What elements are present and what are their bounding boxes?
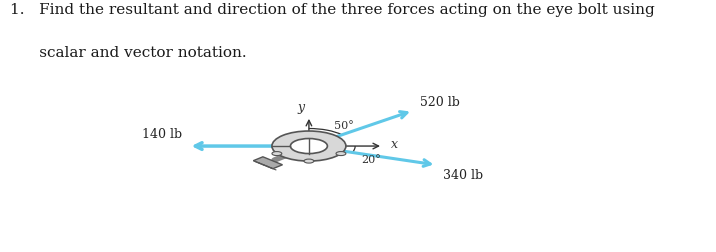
Text: 140 lb: 140 lb — [142, 128, 183, 141]
Polygon shape — [253, 157, 283, 169]
Text: 20°: 20° — [362, 155, 382, 165]
Circle shape — [336, 151, 346, 155]
Text: y: y — [298, 101, 305, 114]
Text: 520 lb: 520 lb — [420, 96, 460, 109]
Text: x: x — [391, 138, 398, 151]
Text: scalar and vector notation.: scalar and vector notation. — [10, 46, 246, 60]
Text: 1.   Find the resultant and direction of the three forces acting on the eye bolt: 1. Find the resultant and direction of t… — [10, 3, 654, 17]
Circle shape — [272, 131, 346, 161]
Circle shape — [272, 151, 282, 155]
Text: 50°: 50° — [334, 121, 354, 131]
Circle shape — [304, 159, 314, 163]
Circle shape — [291, 139, 327, 153]
Text: 340 lb: 340 lb — [442, 169, 483, 182]
